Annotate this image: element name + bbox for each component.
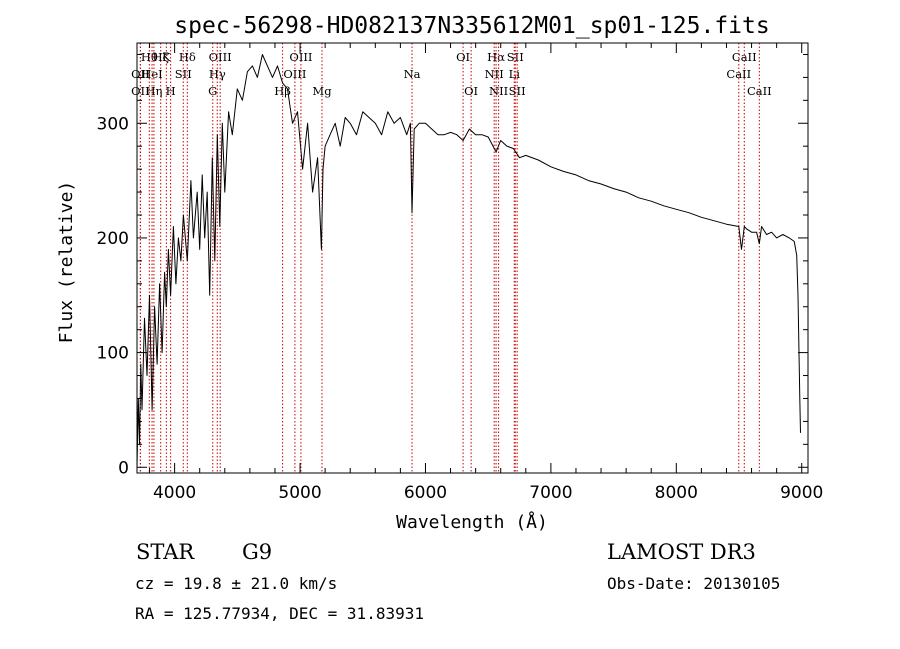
object-class: STAR — [136, 540, 195, 564]
line-marker-label-24: NII — [489, 84, 508, 98]
observation-date: Obs-Date: 20130105 — [607, 574, 781, 593]
line-marker-label-4: OII — [131, 67, 150, 81]
line-marker-label-20: Hα — [487, 50, 505, 64]
line-marker-label-1: Hζ — [153, 50, 169, 64]
coordinates-readout: RA = 125.77934, DEC = 31.83931 — [135, 604, 424, 623]
line-marker-label-17: Na — [404, 67, 421, 81]
line-marker-label-8: Hη — [145, 84, 162, 98]
line-marker-label-14: OIII — [283, 67, 306, 81]
spectrum-series — [136, 54, 801, 468]
line-marker-label-25: SII — [509, 84, 526, 98]
line-marker-label-3: Hδ — [179, 50, 196, 64]
series-line-0 — [136, 54, 801, 468]
line-marker-label-16: Mg — [312, 84, 332, 98]
line-marker-label-21: SII — [507, 50, 524, 64]
line-marker-label-7: OII — [131, 84, 150, 98]
x-tick-label: 4000 — [153, 483, 196, 503]
line-marker-label-18: OI — [456, 50, 470, 64]
x-tick-label: 8000 — [655, 483, 698, 503]
line-marker-label-12: G — [208, 84, 217, 98]
line-marker-label-23: Li — [509, 67, 521, 81]
line-marker-label-6: SII — [175, 67, 192, 81]
y-tick-labels: 0 100 200 300 — [97, 114, 129, 478]
line-marker-label-9: H — [166, 84, 176, 98]
x-tick-label: 7000 — [529, 483, 572, 503]
object-subclass: G9 — [242, 540, 273, 564]
line-marker-label-19: OI — [464, 84, 478, 98]
x-axis-label: Wavelength (Å) — [396, 511, 548, 533]
x-tick-label: 9000 — [780, 483, 823, 503]
line-marker-label-2: K — [162, 50, 171, 64]
line-marker-label-10: OIII — [209, 50, 232, 64]
line-marker-label-28: CaII — [747, 84, 772, 98]
chart-title: spec-56298-HD082137N335612M01_sp01-125.f… — [174, 13, 769, 39]
line-marker-label-22: NII — [485, 67, 504, 81]
y-tick-label: 0 — [118, 458, 129, 478]
y-tick-label: 100 — [97, 344, 129, 364]
line-marker-label-13: OIII — [289, 50, 312, 64]
spectrum-chart: spec-56298-HD082137N335612M01_sp01-125.f… — [56, 13, 823, 533]
line-marker-label-15: Hβ — [274, 84, 291, 98]
axis-ticks — [137, 43, 808, 473]
x-tick-labels: 4000 5000 6000 7000 8000 9000 — [153, 483, 823, 503]
x-tick-label: 6000 — [404, 483, 447, 503]
line-marker-label-27: CaII — [726, 67, 751, 81]
line-marker-label-26: CaII — [732, 50, 757, 64]
x-tick-label: 5000 — [278, 483, 321, 503]
line-marker-label-11: Hγ — [209, 67, 226, 81]
redshift-readout: cz = 19.8 ± 21.0 km/s — [135, 574, 338, 593]
y-axis-label: Flux (relative) — [56, 181, 77, 344]
y-tick-label: 300 — [97, 114, 129, 134]
plot-frame — [136, 42, 809, 474]
y-tick-label: 200 — [97, 229, 129, 249]
survey-name: LAMOST DR3 — [607, 540, 756, 564]
line-marker-label-5: HeI — [141, 67, 162, 81]
